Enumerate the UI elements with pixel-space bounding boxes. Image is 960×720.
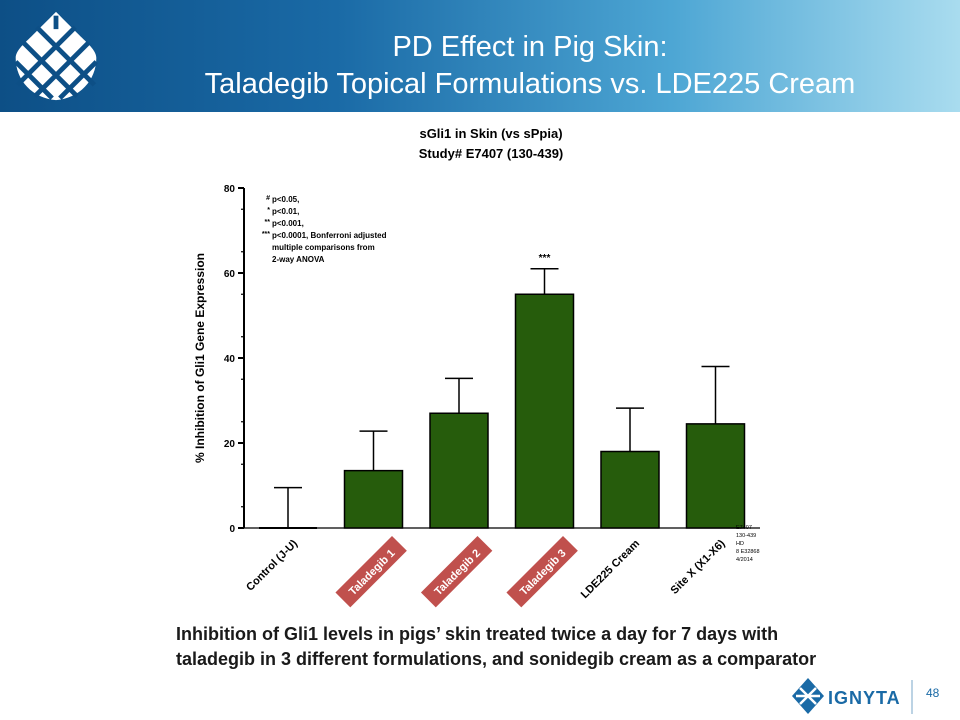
caption-line-2: taladegib in 3 different formulations, a… [176, 649, 817, 669]
x-tick-label-5: Site X (X1-X6) [669, 537, 728, 596]
study-side-note: 4/2014 [736, 557, 753, 563]
callout-box [506, 535, 578, 608]
legend-note-text: multiple comparisons from [272, 243, 375, 252]
study-side-note: 8 E32868 [736, 549, 760, 555]
x-tick-label-4: LDE225 Cream [579, 537, 643, 601]
significance-annotation: *** [539, 253, 551, 264]
page-number: 48 [926, 686, 940, 700]
study-side-note: HD [736, 541, 744, 547]
ignyta-footer-logo: IGNYTA [792, 678, 913, 714]
chart-subtitle: Study# E7407 (130-439) [419, 146, 564, 161]
chart-title: sGli1 in Skin (vs sPpia) [419, 126, 562, 141]
x-tick-label: Taladegib 1 [347, 547, 398, 598]
y-tick-label: 80 [224, 184, 236, 195]
x-tick-label-callout-2: Taladegib 2 [420, 535, 493, 608]
slide-title-line-2: Taladegib Topical Formulations vs. LDE22… [204, 68, 856, 100]
legend-note-text: 2-way ANOVA [272, 255, 325, 264]
slide-header: PD Effect in Pig Skin: Taladegib Topical… [0, 0, 960, 112]
y-tick-label: 60 [224, 269, 236, 280]
x-tick-label: Taladegib 3 [518, 547, 569, 598]
legend-note-text: p<0.001, [272, 219, 304, 228]
legend-note-text: p<0.05, [272, 195, 299, 204]
legend-note-symbol: ** [265, 219, 271, 226]
study-side-note: E7407 [736, 525, 752, 531]
legend-note-symbol: # [266, 195, 270, 202]
y-tick-label: 20 [224, 439, 236, 450]
gli1-inhibition-bar-chart: sGli1 in Skin (vs sPpia) Study# E7407 (13… [193, 126, 760, 608]
bar-3 [514, 293, 575, 529]
bar-4 [600, 450, 660, 529]
x-tick-label-0: Control (J-U) [244, 537, 300, 593]
y-axis-label: % Inhibition of Gli1 Gene Expression [193, 253, 207, 463]
x-tick-label: Taladegib 2 [432, 547, 483, 598]
study-side-note: 130-439 [736, 533, 756, 539]
brand-name: IGNYTA [828, 688, 901, 708]
legend-note-symbol: *** [262, 231, 270, 238]
ignyta-diamond-logo-icon [13, 11, 99, 101]
slide-caption: Inhibition of Gli1 levels in pigs’ skin … [176, 622, 876, 672]
x-tick-label-callout-3: Taladegib 3 [506, 535, 578, 608]
caption-line-1: Inhibition of Gli1 levels in pigs’ skin … [176, 624, 779, 644]
x-tick-label-callout-1: Taladegib 1 [335, 535, 407, 608]
y-tick-label: 0 [229, 524, 235, 535]
callout-box [335, 535, 407, 608]
slide-title-line-1: PD Effect in Pig Skin: [392, 31, 668, 63]
callout-box [420, 535, 493, 608]
bar-1 [343, 469, 404, 529]
y-tick-label: 40 [224, 354, 236, 365]
legend-note-text: p<0.01, [272, 207, 299, 216]
legend-note-symbol: * [267, 207, 270, 214]
ignyta-mark-icon [792, 678, 824, 714]
legend-note-text: p<0.0001, Bonferroni adjusted [272, 231, 387, 240]
bar-5 [685, 423, 746, 529]
bar-2 [429, 412, 489, 529]
